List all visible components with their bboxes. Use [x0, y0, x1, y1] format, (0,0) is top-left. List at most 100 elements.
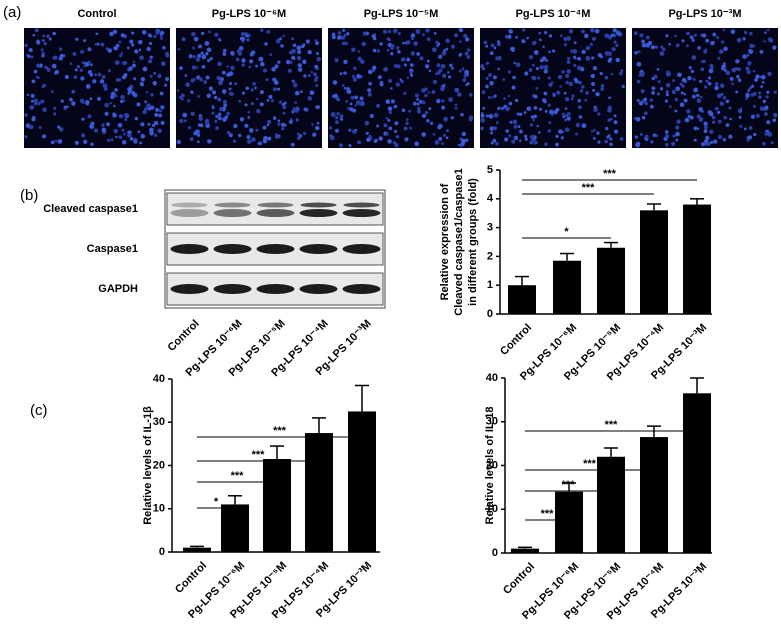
nucleus — [773, 90, 777, 94]
nucleus — [46, 67, 51, 72]
nucleus — [533, 114, 537, 119]
image-label: Pg-LPS 10⁻⁴M — [516, 8, 591, 20]
nucleus — [465, 83, 469, 87]
nucleus — [464, 51, 469, 56]
nucleus — [526, 36, 529, 40]
nucleus — [118, 40, 122, 44]
image-label: Pg-LPS 10⁻⁵M — [364, 8, 439, 20]
nucleus — [579, 89, 584, 93]
nucleus — [426, 119, 430, 123]
nucleus — [157, 128, 162, 134]
nucleus — [703, 49, 708, 54]
nucleus — [262, 68, 267, 73]
nucleus — [81, 117, 85, 121]
nucleus — [693, 33, 697, 37]
nucleus — [53, 112, 57, 116]
error-bar — [560, 252, 574, 261]
nucleus — [189, 137, 194, 142]
nucleus — [758, 95, 762, 99]
nucleus — [159, 91, 164, 96]
nucleus — [565, 73, 570, 79]
nucleus — [485, 114, 489, 118]
nucleus — [296, 55, 302, 61]
nucleus — [674, 34, 677, 38]
nucleus — [230, 65, 235, 71]
nucleus — [505, 129, 510, 133]
nucleus — [717, 119, 722, 124]
nucleus — [526, 106, 532, 112]
nucleus — [731, 82, 734, 86]
nucleus — [735, 59, 740, 64]
nucleus — [357, 140, 362, 145]
nucleus — [564, 118, 568, 122]
nucleus — [749, 86, 752, 90]
nucleus — [451, 66, 454, 70]
nucleus — [249, 59, 254, 64]
nucleus — [279, 37, 282, 41]
nucleus — [701, 142, 706, 147]
nucleus — [487, 96, 491, 100]
nucleus — [457, 92, 462, 97]
nucleus — [340, 117, 344, 121]
fluorescence-image — [328, 27, 474, 148]
nucleus — [589, 27, 595, 33]
nucleus — [367, 88, 372, 93]
y-axis-label: Relative levels of IL-1β — [142, 406, 154, 525]
nucleus — [552, 49, 556, 53]
nucleus — [538, 107, 543, 111]
fluorescence-image — [480, 27, 626, 148]
nucleus — [113, 128, 119, 134]
nucleus — [405, 121, 409, 126]
nucleus — [29, 105, 35, 110]
bar — [640, 437, 668, 553]
nucleus — [639, 132, 643, 136]
nucleus — [748, 49, 754, 54]
nucleus — [83, 65, 86, 68]
nucleus — [532, 63, 535, 67]
y-tick-label: 10 — [486, 503, 498, 515]
nucleus — [693, 138, 697, 142]
error-bar — [228, 495, 242, 505]
nucleus — [590, 130, 594, 133]
y-tick-label: 0 — [492, 547, 498, 559]
nucleus — [454, 33, 458, 38]
blot-band — [214, 202, 251, 208]
nucleus — [235, 57, 240, 62]
nucleus — [132, 63, 136, 68]
nucleus — [683, 92, 687, 96]
significance-label: * — [214, 496, 219, 508]
nucleus — [264, 42, 268, 46]
nucleus — [329, 135, 335, 141]
nucleus — [482, 67, 485, 71]
nucleus — [640, 71, 645, 76]
nucleus — [59, 47, 63, 51]
nucleus — [119, 54, 123, 58]
nucleus — [611, 47, 616, 52]
nucleus — [211, 111, 215, 115]
nucleus — [198, 114, 203, 118]
nucleus — [409, 126, 412, 130]
nucleus — [541, 56, 547, 62]
nucleus — [256, 108, 261, 114]
nucleus — [351, 74, 355, 78]
nucleus — [290, 142, 295, 147]
nucleus — [274, 64, 279, 69]
blot-band — [300, 202, 337, 208]
nucleus — [616, 30, 621, 36]
nucleus — [436, 44, 439, 48]
nucleus — [250, 88, 254, 92]
nucleus — [373, 139, 378, 143]
nucleus — [307, 96, 312, 101]
nucleus — [117, 122, 123, 128]
nucleus — [547, 129, 552, 133]
nucleus — [691, 38, 695, 42]
nucleus — [679, 102, 685, 108]
nucleus — [240, 36, 246, 42]
nucleus — [40, 99, 45, 104]
nucleus — [743, 127, 747, 131]
nucleus — [386, 37, 390, 41]
nucleus — [106, 122, 110, 127]
nucleus — [113, 94, 118, 98]
nucleus — [315, 41, 319, 46]
nucleus — [345, 100, 349, 103]
